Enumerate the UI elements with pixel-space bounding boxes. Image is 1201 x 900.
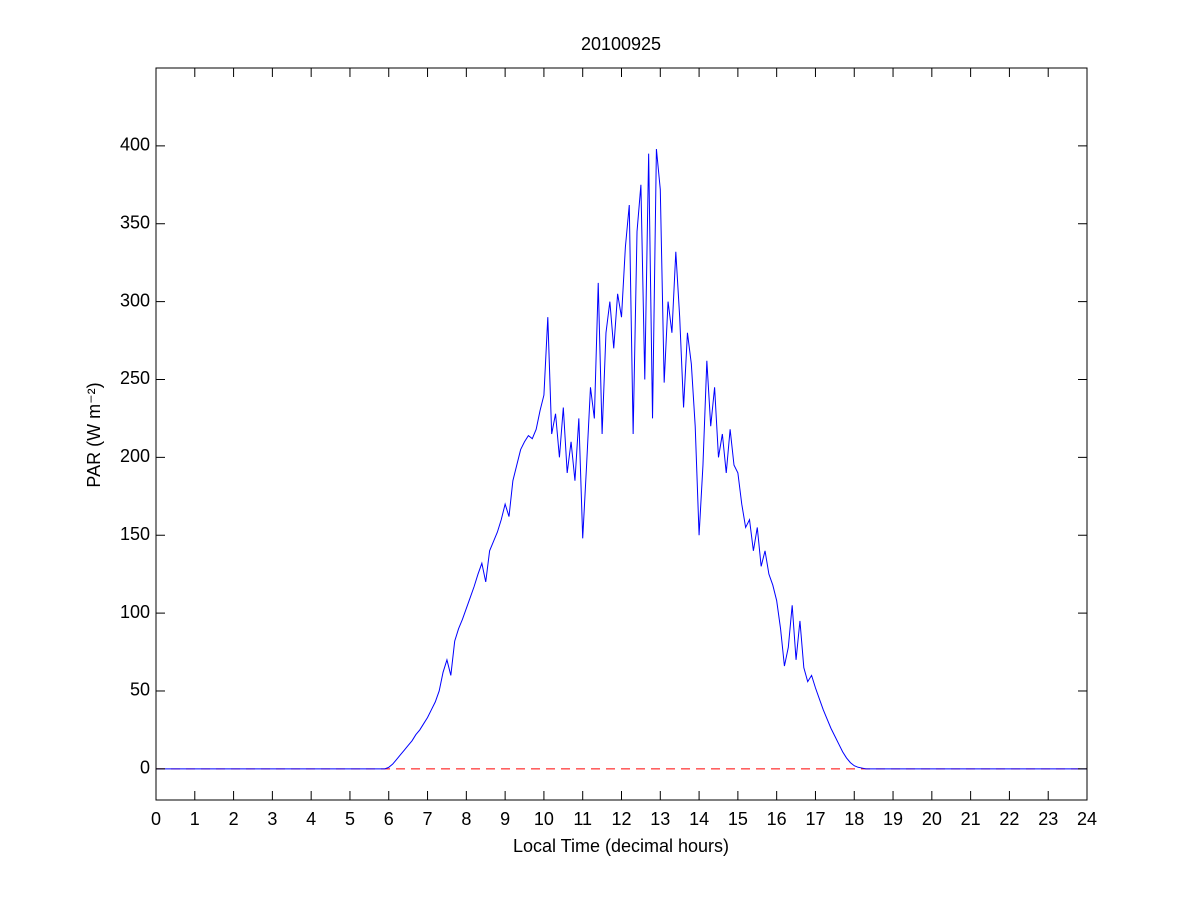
y-tick-label: 350 [120, 212, 150, 232]
x-tick-label: 7 [423, 809, 433, 829]
x-tick-label: 8 [461, 809, 471, 829]
x-tick-label: 15 [728, 809, 748, 829]
x-tick-label: 16 [767, 809, 787, 829]
x-tick-label: 14 [689, 809, 709, 829]
y-tick-label: 50 [130, 680, 150, 700]
y-tick-label: 300 [120, 290, 150, 310]
x-tick-label: 1 [190, 809, 200, 829]
x-tick-label: 19 [883, 809, 903, 829]
y-tick-label: 400 [120, 135, 150, 155]
x-tick-label: 18 [844, 809, 864, 829]
x-tick-label: 4 [306, 809, 316, 829]
y-tick-label: 250 [120, 368, 150, 388]
x-tick-label: 12 [611, 809, 631, 829]
y-tick-label: 150 [120, 524, 150, 544]
x-tick-label: 3 [267, 809, 277, 829]
y-tick-label: 0 [140, 758, 150, 778]
x-tick-label: 0 [151, 809, 161, 829]
x-tick-label: 10 [534, 809, 554, 829]
y-axis-label: PAR (W m⁻²) [84, 382, 104, 487]
x-tick-label: 13 [650, 809, 670, 829]
x-tick-label: 21 [961, 809, 981, 829]
x-tick-label: 23 [1038, 809, 1058, 829]
x-tick-label: 6 [384, 809, 394, 829]
x-tick-label: 5 [345, 809, 355, 829]
y-tick-label: 100 [120, 602, 150, 622]
x-tick-label: 9 [500, 809, 510, 829]
x-tick-label: 22 [999, 809, 1019, 829]
y-tick-label: 200 [120, 446, 150, 466]
x-tick-label: 17 [805, 809, 825, 829]
data-line [156, 148, 1087, 770]
x-tick-label: 11 [573, 809, 592, 829]
x-tick-label: 2 [229, 809, 239, 829]
chart-title: 20100925 [581, 34, 661, 54]
x-tick-label: 24 [1077, 809, 1097, 829]
x-axis-label: Local Time (decimal hours) [513, 836, 729, 856]
x-tick-label: 20 [922, 809, 942, 829]
